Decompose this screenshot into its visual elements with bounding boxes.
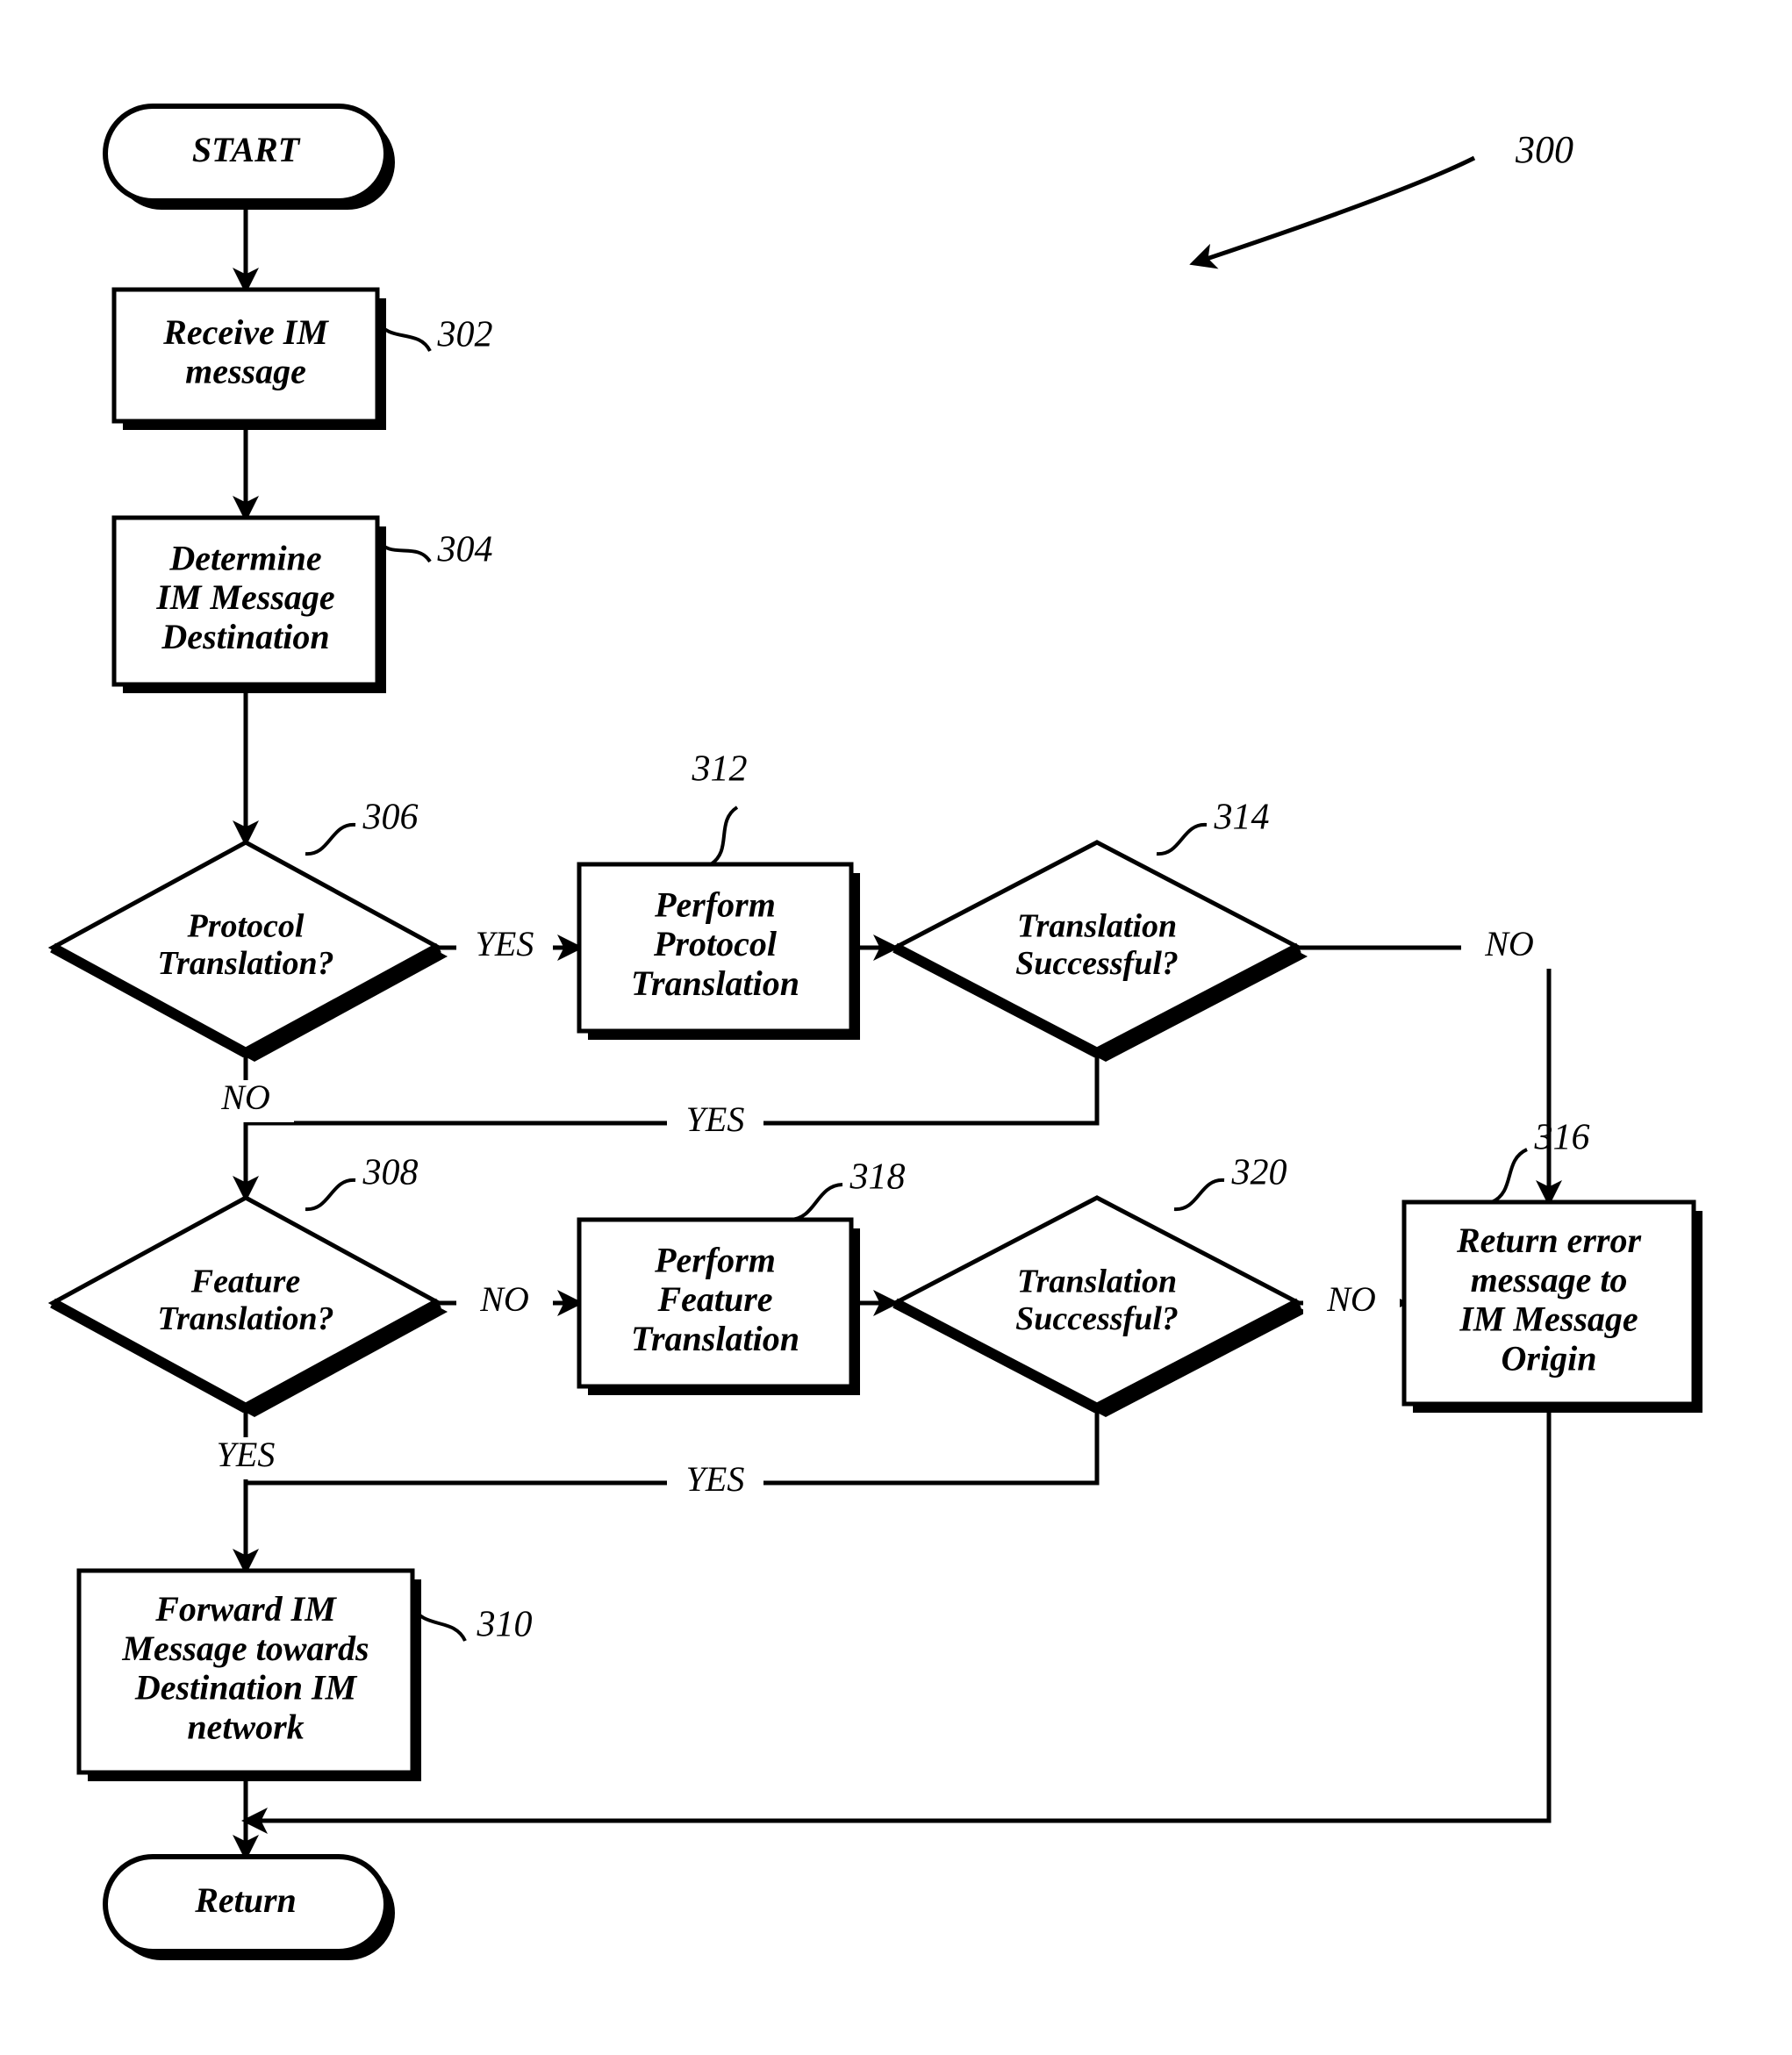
flowchart-canvas: YES NO YES NO NO NO YES YES START Return Receive …	[0, 0, 1792, 2055]
ref-leader	[305, 1180, 355, 1209]
label-text: network	[187, 1707, 304, 1746]
label-text: Destination	[161, 617, 329, 656]
label-text: Return	[194, 1880, 297, 1920]
ref-number: 320	[1231, 1153, 1287, 1193]
label-text: Origin	[1502, 1338, 1597, 1378]
label-text: Feature	[190, 1263, 301, 1300]
ref-number: 314	[1214, 798, 1270, 838]
edge-label: NO	[220, 1078, 270, 1117]
label-text: Translation	[631, 963, 799, 1003]
ref-leader	[305, 825, 355, 854]
label-text: Destination IM	[134, 1668, 358, 1708]
label-text: IM Message	[155, 577, 334, 617]
label-text: Feature	[656, 1279, 772, 1319]
label-text: Successful?	[1015, 945, 1179, 982]
edge-label: YES	[217, 1435, 276, 1474]
label-text: Successful?	[1015, 1300, 1179, 1337]
ref-number: 306	[362, 798, 419, 838]
edge-label: YES	[686, 1099, 745, 1139]
ref-leader	[711, 807, 737, 864]
label-text: START	[192, 130, 301, 169]
label-text: Translation	[631, 1319, 799, 1358]
label-text: Protocol	[653, 924, 778, 963]
edge-label: NO	[1484, 924, 1534, 963]
figure-ref-number: 300	[1515, 128, 1573, 171]
ref-number: 308	[362, 1153, 419, 1193]
label-text: Translation?	[157, 945, 333, 982]
ref-leader	[790, 1185, 842, 1220]
edge-14	[246, 1404, 1549, 1821]
ref-number: 304	[437, 530, 493, 570]
ref-number: 310	[477, 1605, 533, 1645]
label-text: Translation?	[157, 1300, 333, 1337]
edge-label: YES	[686, 1459, 745, 1499]
ref-number: 312	[692, 749, 748, 790]
label-text: Protocol	[187, 907, 305, 944]
label-text: Forward IM	[154, 1589, 337, 1629]
ref-layer: 302 304 306 308 312 318 314 320 316 310 300	[305, 128, 1590, 1645]
ref-number: 316	[1534, 1118, 1590, 1158]
label-text: Translation	[1017, 907, 1177, 944]
label-text: IM Message	[1459, 1300, 1638, 1339]
edge-label: YES	[476, 924, 534, 963]
label-text: Perform	[654, 1240, 776, 1279]
figure-ref-arrow	[1193, 158, 1474, 263]
edge-label: NO	[1326, 1279, 1376, 1319]
label-text: Perform	[654, 884, 776, 924]
label-text: Receive IM	[162, 312, 329, 352]
label-text: Determine	[168, 538, 321, 577]
label-text: message to	[1471, 1260, 1628, 1300]
ref-leader	[1174, 1180, 1224, 1209]
ref-leader	[1157, 825, 1207, 854]
node-layer: STARTReturnReceive IMmessageDetermineIM …	[53, 106, 1694, 1951]
ref-number: 318	[849, 1157, 906, 1198]
edge-label: NO	[479, 1279, 529, 1319]
label-text: Message towards	[121, 1629, 369, 1668]
ref-number: 302	[437, 315, 493, 355]
label-text: Translation	[1017, 1263, 1177, 1300]
ref-leader	[1492, 1149, 1527, 1202]
label-text: Return error	[1456, 1221, 1641, 1260]
label-text: message	[185, 352, 306, 391]
